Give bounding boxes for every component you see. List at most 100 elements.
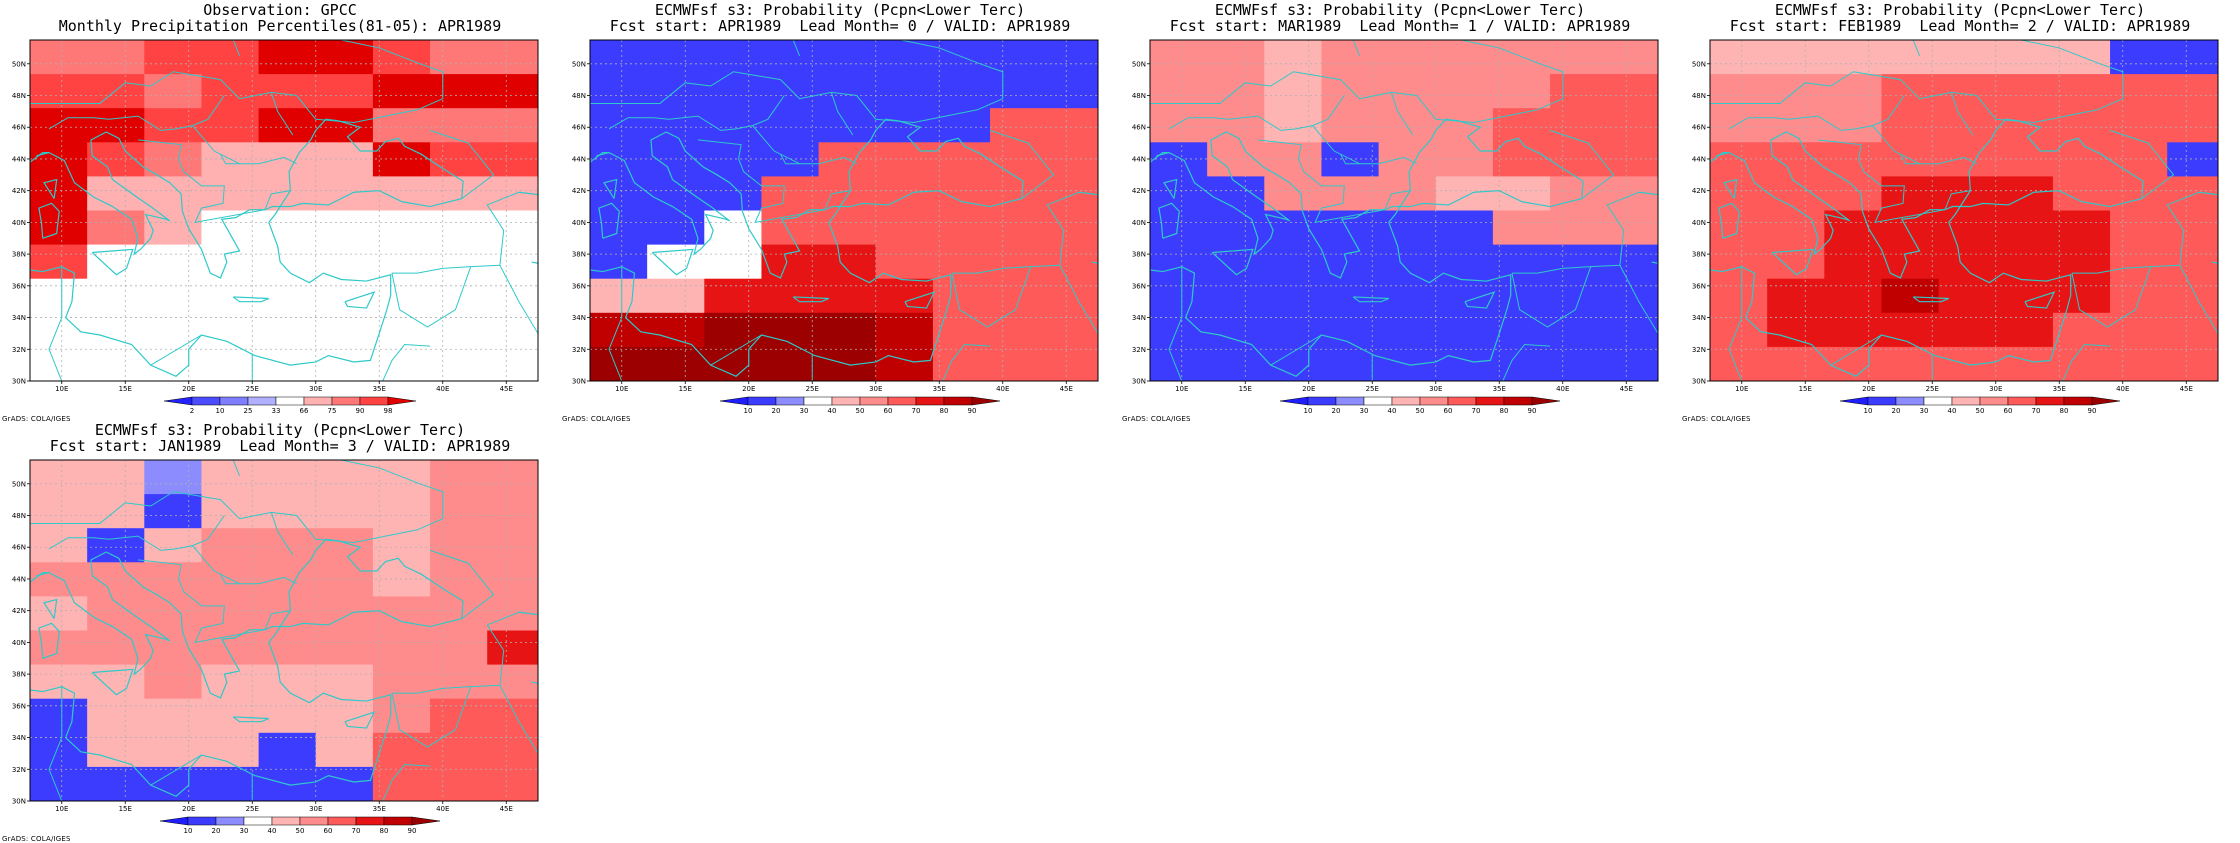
coastline — [30, 642, 392, 797]
grid-cell — [30, 108, 88, 143]
grid-cell — [1378, 74, 1437, 109]
coastline — [651, 248, 694, 276]
country-border — [608, 265, 623, 381]
grid-cell — [201, 108, 260, 143]
grid-cell — [2110, 210, 2168, 246]
colorbar-swatch — [1979, 396, 2009, 406]
grid-cell — [372, 664, 431, 700]
grid-cell — [372, 460, 431, 495]
grid-cell — [990, 142, 1048, 177]
colorbar-label: 2 — [190, 407, 194, 415]
grid-cell — [1767, 346, 1825, 381]
lat-label: 30N — [1692, 378, 1706, 386]
country-border — [2179, 264, 2218, 334]
grid-cell — [990, 176, 1048, 211]
colorbar-swatch — [1307, 396, 1337, 406]
grid-cell — [1321, 312, 1380, 348]
grid-cell — [87, 210, 145, 246]
country-border — [1710, 71, 1997, 120]
grads-credit: GrADS: COLA/IGES — [1682, 415, 1751, 423]
lon-label: 20E — [742, 385, 755, 393]
panel-subtitle: Fcst start: MAR1989 Lead Month= 1 / VALI… — [1169, 17, 1631, 35]
grid-cell — [372, 108, 431, 143]
country-border — [989, 129, 1055, 200]
grid-cell — [430, 278, 488, 314]
grid-cell — [875, 176, 934, 211]
grid-cell — [932, 142, 991, 177]
grid-cell — [2167, 74, 2218, 109]
country-border — [2062, 344, 2111, 381]
lon-label: 45E — [500, 805, 513, 813]
coastline — [1718, 202, 1740, 239]
grid-cell — [372, 142, 431, 177]
grid-cell — [87, 698, 145, 734]
lon-label: 40E — [2116, 385, 2129, 393]
country-border — [1390, 92, 1414, 136]
grads-credit: GrADS: COLA/IGES — [562, 415, 631, 423]
grid-cell — [372, 210, 431, 246]
grid-cell — [144, 244, 202, 280]
grid-cell — [1150, 40, 1208, 75]
grid-cell — [1435, 142, 1494, 177]
country-border — [1150, 71, 1437, 120]
grid-cell — [315, 528, 374, 563]
map-canvas: 50N 48N 46N 44N 42N 40N 38N 36N 34N 32N 30N 10E 15E 2… — [1132, 39, 1659, 415]
country-border — [1312, 125, 1360, 165]
country-border — [429, 129, 495, 200]
grid-cell — [875, 40, 934, 75]
field-layer — [30, 40, 538, 381]
colorbar-swatch — [275, 396, 305, 406]
lat-label: 48N — [12, 512, 26, 520]
lat-label: 38N — [1132, 251, 1146, 259]
colorbar-swatch — [831, 396, 861, 406]
grid-cell — [315, 732, 374, 768]
grid-cell — [1492, 108, 1551, 143]
coastline — [590, 222, 952, 377]
coastline — [43, 598, 58, 619]
grid-cell — [818, 312, 877, 348]
lon-label: 35E — [933, 385, 946, 393]
grid-cell — [144, 664, 202, 700]
country-border — [1619, 264, 1658, 334]
grid-cell — [590, 108, 648, 143]
grid-cell — [761, 74, 820, 109]
country-border — [382, 764, 431, 801]
grid-cell — [1767, 210, 1825, 246]
grid-cell — [1207, 312, 1265, 348]
grid-cell — [1378, 278, 1437, 314]
colorbar-label: 80 — [380, 827, 389, 835]
grid-cell — [1938, 74, 1997, 109]
grid-cell — [1492, 312, 1551, 348]
panel-title: ECMWFsf s3: Probability (Pcpn<Lower Terc… — [1214, 1, 1586, 19]
grid-cell — [1938, 244, 1997, 280]
country-border — [499, 264, 538, 334]
grid-cell — [201, 40, 260, 75]
lon-label: 35E — [373, 805, 386, 813]
country-border — [192, 545, 240, 585]
grid-cell — [1492, 176, 1551, 211]
lat-label: 42N — [1692, 187, 1706, 195]
panel-subtitle: Fcst start: JAN1989 Lead Month= 3 / VALI… — [49, 437, 511, 455]
map-frame — [1149, 39, 1659, 382]
grid-cell — [990, 40, 1048, 75]
coastline — [91, 248, 134, 276]
coastline — [1158, 202, 1180, 239]
lat-label: 40N — [1132, 219, 1146, 227]
grid-cell — [1150, 74, 1208, 109]
grid-cell — [1550, 244, 1608, 280]
grid-cell — [1938, 108, 1997, 143]
panel-obs-gpcc: Observation: GPCC Monthly Precipitation … — [0, 0, 560, 423]
lat-label: 50N — [12, 480, 26, 488]
country-border — [270, 92, 294, 136]
grid-cell — [590, 346, 648, 381]
grid-cell — [487, 562, 538, 597]
grid-cell — [144, 494, 202, 529]
panel-fcst-lead3: ECMWFsf s3: Probability (Pcpn<Lower Terc… — [0, 420, 560, 843]
colorbar-swatch — [747, 396, 777, 406]
grid-cell — [818, 74, 877, 109]
coastline — [30, 572, 50, 583]
grid-cell — [430, 528, 488, 563]
coastline — [1156, 118, 1584, 279]
grid-cell — [315, 176, 374, 211]
grid-cell — [1321, 346, 1380, 381]
